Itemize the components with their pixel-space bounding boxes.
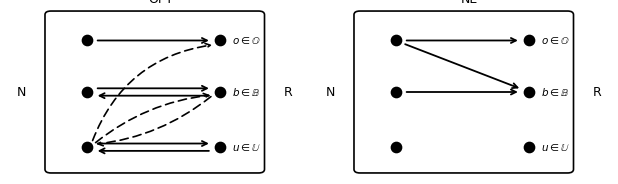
Point — [391, 91, 400, 93]
Text: $b \in \mathbb{B}$: $b \in \mathbb{B}$ — [541, 86, 570, 98]
Point — [215, 39, 225, 42]
Point — [215, 146, 225, 149]
Text: R: R — [284, 86, 292, 98]
Text: $u \in \mathbb{U}$: $u \in \mathbb{U}$ — [232, 142, 261, 153]
Point — [82, 39, 91, 42]
Title: NE: NE — [461, 0, 478, 6]
Point — [524, 39, 534, 42]
Point — [215, 91, 225, 93]
Text: $o \in \mathbb{O}$: $o \in \mathbb{O}$ — [232, 35, 261, 46]
Point — [391, 39, 400, 42]
Point — [82, 146, 91, 149]
Text: R: R — [593, 86, 601, 98]
Point — [524, 91, 534, 93]
Point — [82, 91, 91, 93]
Text: N: N — [326, 86, 335, 98]
Text: $o \in \mathbb{O}$: $o \in \mathbb{O}$ — [541, 35, 570, 46]
Text: $b \in \mathbb{B}$: $b \in \mathbb{B}$ — [232, 86, 261, 98]
Text: $u \in \mathbb{U}$: $u \in \mathbb{U}$ — [541, 142, 570, 153]
Point — [524, 146, 534, 149]
Point — [391, 146, 400, 149]
Title: OPT: OPT — [148, 0, 173, 6]
Text: N: N — [17, 86, 26, 98]
